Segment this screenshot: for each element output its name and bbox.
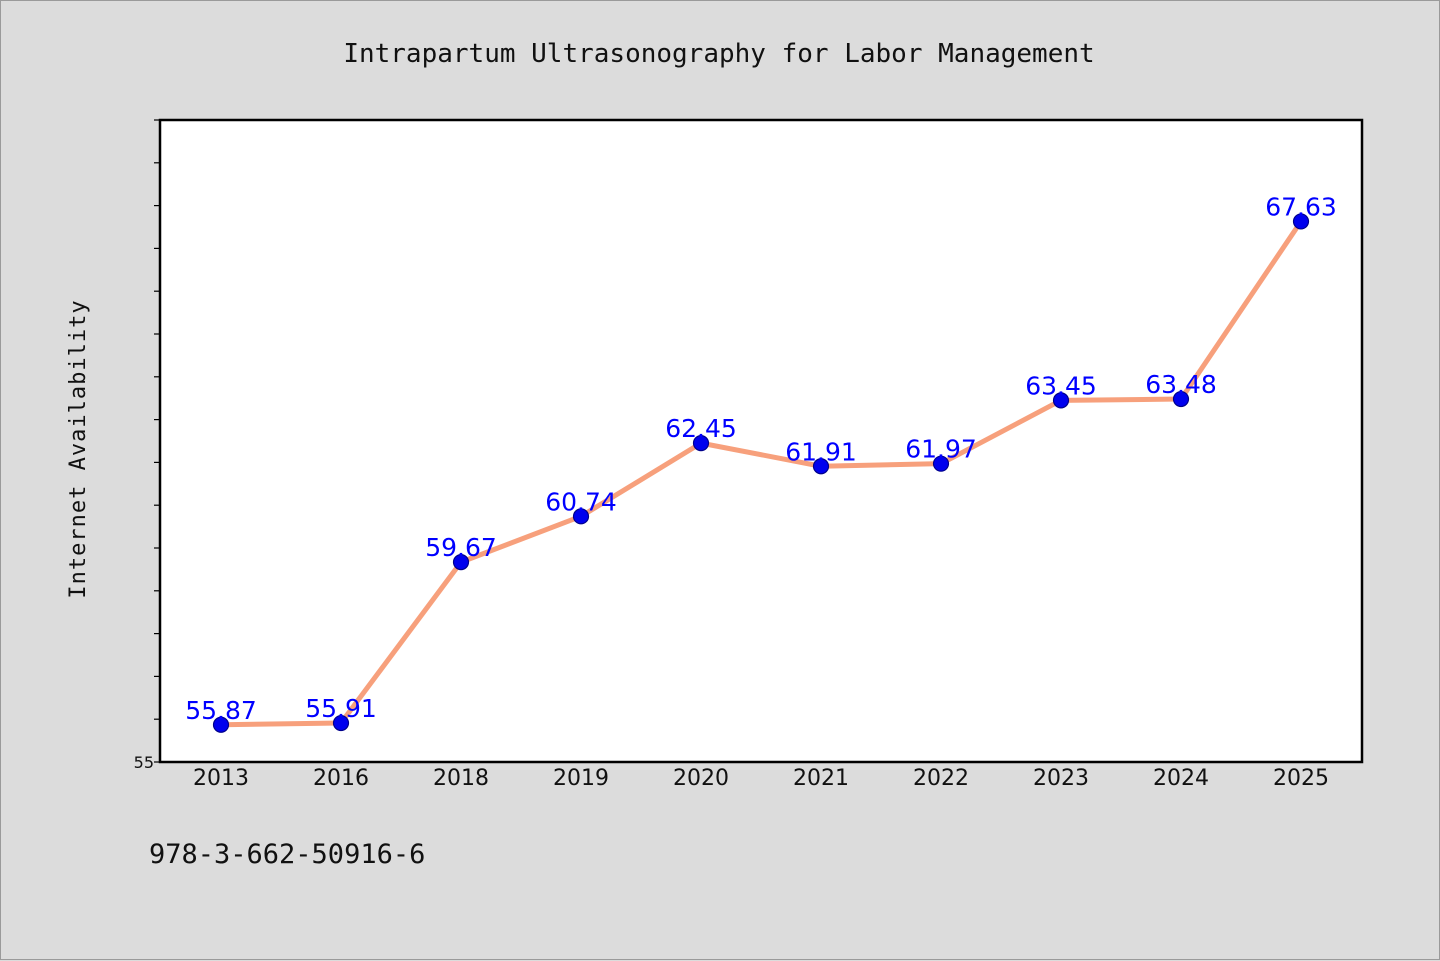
- series-line: [218, 218, 1304, 728]
- data-point: [332, 714, 350, 732]
- series-layer: [212, 213, 1310, 733]
- data-point: [572, 508, 590, 525]
- chart-title: Intrapartum Ultrasonography for Labor Ma…: [343, 39, 1094, 69]
- data-label: 55.87: [185, 696, 257, 725]
- data-point: [932, 455, 950, 472]
- x-tick-label: 2021: [793, 766, 849, 791]
- y-tick-label: 55: [134, 753, 154, 772]
- data-label: 63.45: [1025, 371, 1097, 400]
- data-point: [692, 435, 710, 452]
- plot-area: [158, 118, 1364, 764]
- y-axis-label: Internet Availability: [66, 299, 91, 598]
- data-point: [1292, 213, 1310, 230]
- data-labels: 55.87 55.91 59.67 60.74 62.45 61.91 61.97 63.45…: [185, 192, 1337, 724]
- data-point: [812, 458, 830, 475]
- data-label: 59.67: [425, 533, 497, 562]
- data-point: [452, 554, 470, 571]
- x-axis-ticks: 2013 2016 2018 2019 2020 2021 2022 2023 2024 2025: [193, 766, 1329, 791]
- x-tick-label: 2024: [1153, 766, 1209, 791]
- data-point: [1052, 392, 1070, 409]
- data-label: 61.97: [905, 435, 977, 464]
- data-point: [1172, 390, 1190, 408]
- x-tick-label: 2018: [433, 766, 489, 791]
- x-tick-label: 2020: [673, 766, 729, 791]
- x-tick-label: 2022: [913, 766, 969, 791]
- data-label: 67.63: [1265, 192, 1337, 221]
- data-label: 62.45: [665, 414, 737, 443]
- data-label: 63.48: [1145, 370, 1217, 399]
- data-label: 61.91: [785, 437, 857, 466]
- footer-isbn: 978-3-662-50916-6: [149, 839, 425, 870]
- data-label: 60.74: [545, 487, 617, 516]
- data-label: 55.91: [305, 694, 377, 723]
- y-axis-ticks: 55: [134, 119, 160, 772]
- x-tick-label: 2019: [553, 766, 609, 791]
- x-tick-label: 2023: [1033, 766, 1089, 791]
- x-tick-label: 2025: [1273, 766, 1329, 791]
- x-tick-label: 2013: [193, 766, 249, 791]
- x-tick-label: 2016: [313, 766, 369, 791]
- data-point: [212, 716, 230, 733]
